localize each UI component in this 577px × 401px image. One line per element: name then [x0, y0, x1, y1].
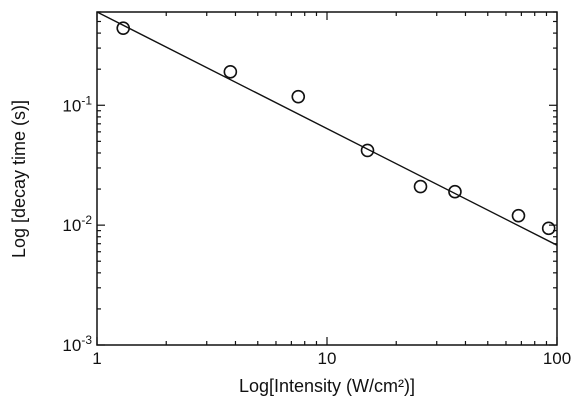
- data-point: [448, 184, 462, 199]
- data-point: [360, 143, 375, 158]
- data-point: [511, 208, 526, 223]
- data-point: [223, 65, 238, 79]
- data-point: [541, 221, 556, 236]
- x-tick-label: 1: [92, 349, 101, 368]
- data-point: [291, 89, 306, 104]
- fit-line: [97, 12, 557, 246]
- y-tick-label: 10-2: [62, 213, 92, 235]
- x-tick-label: 10: [318, 349, 337, 368]
- axis-ticks: [96, 11, 558, 346]
- x-tick-label: 100: [543, 349, 571, 368]
- series-group: [97, 12, 557, 246]
- x-axis-title: Log[Intensity (W/cm²)]: [239, 376, 415, 396]
- data-point: [413, 179, 428, 194]
- y-tick-labels: 10-3 10-2 10-1: [62, 93, 92, 355]
- x-tick-labels: 1 10 100: [92, 349, 571, 368]
- y-axis-title: Log [decay time (s)]: [9, 100, 29, 258]
- y-tick-label: 10-1: [62, 93, 92, 115]
- y-tick-label: 10-3: [62, 333, 92, 355]
- plot-frame: [96, 11, 558, 346]
